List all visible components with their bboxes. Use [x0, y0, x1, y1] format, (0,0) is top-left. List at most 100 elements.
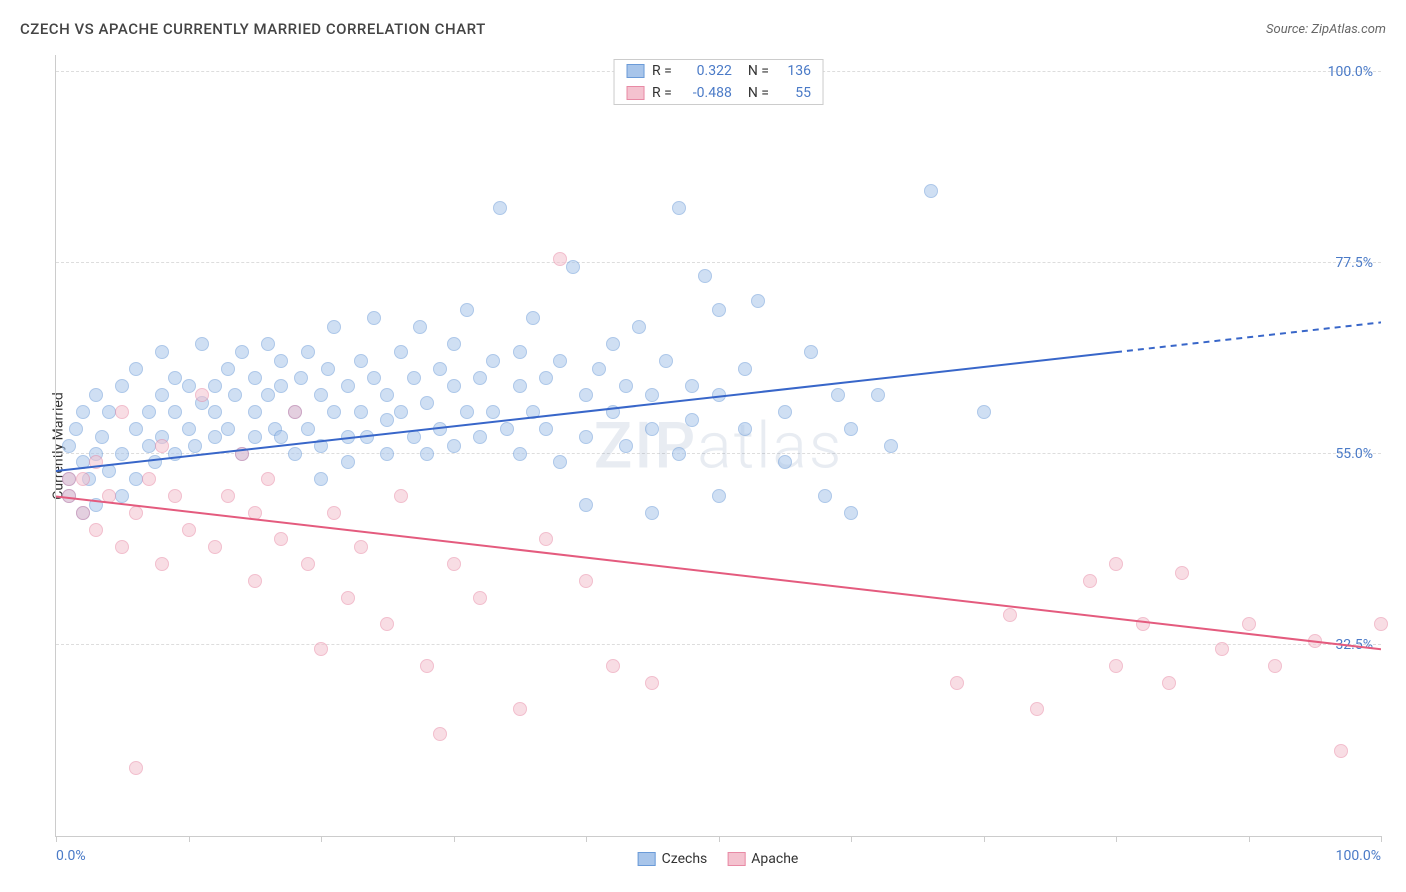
scatter-point [367, 311, 381, 325]
scatter-point [831, 388, 845, 402]
scatter-point [327, 506, 341, 520]
legend-r-label: R = [652, 85, 672, 101]
scatter-point [553, 252, 567, 266]
scatter-point [168, 371, 182, 385]
scatter-point [314, 388, 328, 402]
legend-n-value: 55 [777, 85, 811, 101]
scatter-point [155, 557, 169, 571]
x-tick [1249, 836, 1250, 842]
scatter-point [1374, 617, 1388, 631]
scatter-point [89, 523, 103, 537]
legend-r-value: 0.322 [680, 63, 732, 79]
legend-series-name: Czechs [662, 851, 708, 867]
scatter-point [447, 439, 461, 453]
scatter-point [473, 371, 487, 385]
scatter-point [394, 489, 408, 503]
scatter-point [248, 405, 262, 419]
scatter-point [712, 489, 726, 503]
scatter-point [89, 388, 103, 402]
scatter-point [89, 498, 103, 512]
scatter-point [341, 430, 355, 444]
scatter-point [76, 455, 90, 469]
scatter-point [606, 337, 620, 351]
scatter-point [659, 354, 673, 368]
scatter-point [301, 422, 315, 436]
scatter-point [142, 405, 156, 419]
series-legend: CzechsApache [638, 851, 799, 867]
scatter-point [592, 362, 606, 376]
scatter-point [188, 439, 202, 453]
scatter-point [447, 557, 461, 571]
scatter-point [115, 447, 129, 461]
scatter-point [115, 405, 129, 419]
legend-swatch [727, 852, 745, 866]
scatter-point [433, 362, 447, 376]
scatter-point [301, 345, 315, 359]
scatter-point [182, 523, 196, 537]
scatter-point [420, 396, 434, 410]
scatter-point [539, 371, 553, 385]
scatter-point [486, 354, 500, 368]
scatter-point [221, 422, 235, 436]
scatter-point [738, 362, 752, 376]
scatter-point [420, 447, 434, 461]
scatter-point [486, 405, 500, 419]
scatter-point [327, 320, 341, 334]
legend-item: Czechs [638, 851, 708, 867]
scatter-point [208, 379, 222, 393]
scatter-point [129, 472, 143, 486]
scatter-point [248, 574, 262, 588]
scatter-point [539, 532, 553, 546]
scatter-point [380, 617, 394, 631]
scatter-point [473, 591, 487, 605]
legend-stat-row: R =0.322N =136 [614, 60, 823, 82]
scatter-point [321, 362, 335, 376]
x-tick [719, 836, 720, 842]
scatter-point [645, 388, 659, 402]
scatter-point [129, 362, 143, 376]
scatter-point [341, 455, 355, 469]
scatter-point [977, 405, 991, 419]
scatter-point [526, 405, 540, 419]
scatter-point [566, 260, 580, 274]
scatter-point [182, 422, 196, 436]
scatter-point [394, 345, 408, 359]
scatter-point [115, 540, 129, 554]
y-tick-label: 77.5% [1335, 255, 1373, 271]
scatter-point [274, 532, 288, 546]
scatter-point [1162, 676, 1176, 690]
stats-legend: R =0.322N =136R =-0.488N =55 [613, 59, 824, 105]
x-tick [321, 836, 322, 842]
x-tick [189, 836, 190, 842]
scatter-point [142, 472, 156, 486]
scatter-point [513, 379, 527, 393]
scatter-point [76, 472, 90, 486]
scatter-point [314, 472, 328, 486]
x-tick [1381, 836, 1382, 842]
scatter-point [155, 388, 169, 402]
x-tick [454, 836, 455, 842]
scatter-point [924, 184, 938, 198]
scatter-point [672, 201, 686, 215]
scatter-point [221, 362, 235, 376]
scatter-point [294, 371, 308, 385]
scatter-point [645, 676, 659, 690]
scatter-point [645, 422, 659, 436]
gridline [56, 453, 1381, 454]
scatter-point [261, 337, 275, 351]
scatter-point [738, 422, 752, 436]
x-tick [984, 836, 985, 842]
legend-n-value: 136 [777, 63, 811, 79]
scatter-point [460, 303, 474, 317]
scatter-point [142, 439, 156, 453]
scatter-point [129, 761, 143, 775]
scatter-point [354, 540, 368, 554]
chart-title: CZECH VS APACHE CURRENTLY MARRIED CORREL… [20, 20, 486, 38]
scatter-point [579, 388, 593, 402]
x-tick-label: 100.0% [1336, 848, 1381, 864]
gridline [56, 262, 1381, 263]
scatter-point [208, 405, 222, 419]
scatter-point [818, 489, 832, 503]
scatter-point [89, 455, 103, 469]
scatter-point [1334, 744, 1348, 758]
